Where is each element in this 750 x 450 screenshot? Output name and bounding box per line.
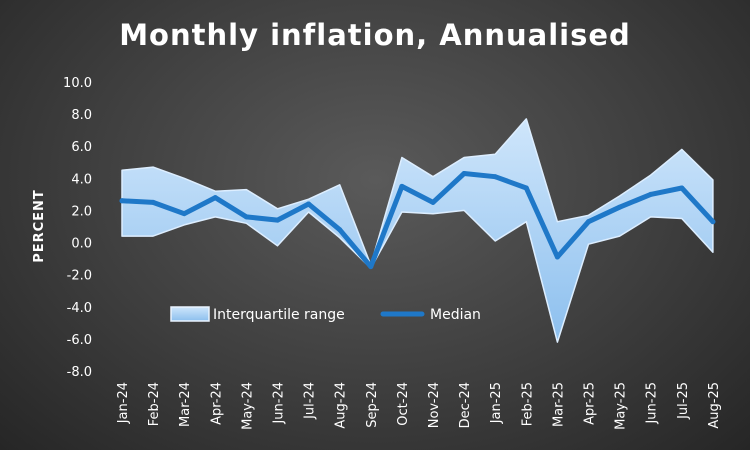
legend-iqr-swatch	[170, 306, 210, 322]
y-tick-label: 8.0	[71, 108, 92, 123]
interquartile-band	[121, 118, 714, 343]
median-point	[368, 264, 374, 270]
median-point	[337, 227, 343, 233]
median-point	[243, 214, 249, 220]
median-point	[150, 199, 156, 205]
median-point	[648, 191, 654, 197]
x-tick-label: Mar-25	[551, 382, 566, 427]
x-tick-label: Jul-25	[676, 382, 691, 420]
y-tick-label: 4.0	[71, 172, 92, 187]
y-tick-label: 0.0	[71, 237, 92, 252]
x-tick-label: Jul-24	[303, 382, 318, 420]
x-tick-label: Nov-24	[427, 382, 442, 428]
y-tick-label: -4.0	[67, 301, 92, 316]
median-point	[461, 171, 467, 177]
median-point	[212, 195, 218, 201]
median-point	[306, 201, 312, 207]
median-point	[181, 211, 187, 217]
median-point	[119, 198, 125, 204]
y-tick-label: -2.0	[67, 269, 92, 284]
x-tick-label: Aug-24	[334, 382, 349, 429]
legend-median-label: Median	[430, 307, 481, 323]
y-tick-label: -6.0	[67, 333, 92, 348]
x-tick-label: Jun-24	[272, 382, 287, 425]
y-axis-label: PERCENT	[32, 189, 47, 263]
y-tick-label: 2.0	[71, 204, 92, 219]
x-tick-label: May-25	[614, 382, 629, 430]
legend: Interquartile range Median	[170, 306, 481, 323]
x-tick-label: Oct-24	[396, 382, 411, 426]
x-tick-label: Aug-25	[707, 382, 722, 429]
x-tick-label: Apr-25	[583, 382, 598, 425]
median-point	[399, 183, 405, 189]
median-line	[119, 171, 716, 270]
x-tick-label: Mar-24	[178, 382, 193, 427]
x-tick-label: Apr-24	[209, 382, 224, 425]
chart-title: Monthly inflation, Annualised	[119, 18, 631, 52]
median-point	[275, 217, 280, 223]
median-point	[554, 254, 560, 260]
x-tick-label: Feb-25	[520, 382, 535, 426]
x-tick-label: Jan-25	[489, 382, 504, 424]
median-point	[492, 174, 498, 180]
y-tick-label: 10.0	[63, 76, 92, 91]
median-point	[523, 185, 529, 191]
x-tick-label: Dec-24	[458, 382, 473, 428]
x-tick-label: Sep-24	[365, 382, 380, 428]
y-tick-label: -8.0	[67, 365, 92, 380]
median-point	[617, 204, 623, 210]
median-point	[586, 219, 591, 225]
median-point	[679, 185, 685, 191]
median-point	[430, 199, 436, 205]
x-tick-label: Feb-24	[147, 382, 162, 426]
median-point	[710, 219, 716, 225]
legend-iqr-label: Interquartile range	[213, 307, 345, 323]
x-tick-label: Jan-24	[116, 382, 131, 424]
y-tick-label: 6.0	[71, 140, 92, 155]
x-tick-label: May-24	[240, 382, 255, 430]
x-tick-label: Jun-25	[645, 382, 660, 425]
